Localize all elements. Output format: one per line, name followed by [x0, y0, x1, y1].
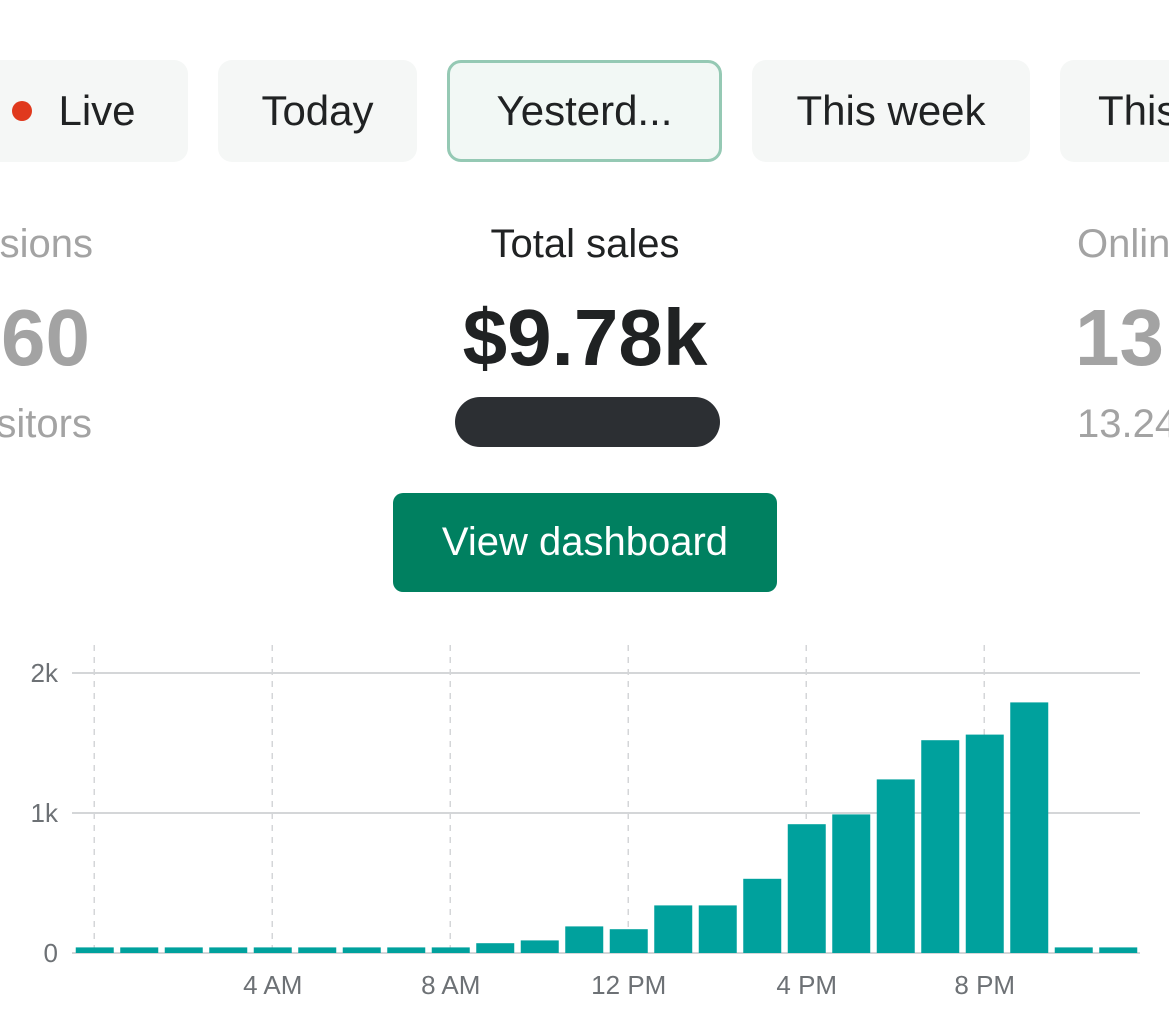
view-dashboard-button[interactable]: View dashboard	[393, 493, 777, 592]
redacted-comparison	[455, 397, 720, 447]
online-store-sub: 13.24	[1077, 402, 1169, 446]
bar-7-am	[387, 947, 426, 953]
tab-today-label: Today	[261, 87, 374, 134]
bar-2-am	[164, 947, 203, 953]
bar-2-pm	[698, 905, 737, 953]
visitors-label: sitors	[0, 402, 92, 446]
sales-chart: 0 1k 2k 4 AM 8 AM 12 PM 4 PM 8 PM	[0, 620, 1169, 1004]
sales-bar-chart: 0 1k 2k 4 AM 8 AM 12 PM 4 PM 8 PM	[31, 645, 1140, 1000]
sessions-value: 60	[1, 293, 90, 382]
bar-1-am	[120, 947, 159, 953]
x-tick-label: 8 AM	[421, 970, 480, 1000]
bar-11-am	[565, 926, 604, 953]
y-tick-label: 2k	[31, 658, 59, 688]
x-tick-label: 4 PM	[776, 970, 837, 1000]
y-tick-label: 0	[44, 938, 58, 968]
bar-5-pm	[832, 814, 871, 953]
tab-today[interactable]: Today	[218, 60, 417, 162]
bar-1-pm	[654, 905, 693, 953]
y-tick-label: 1k	[31, 798, 59, 828]
total-sales-card: Total sales $9.78k	[380, 0, 790, 460]
online-store-label: Onlin	[1077, 222, 1169, 266]
live-dot-icon	[12, 101, 33, 121]
x-tick-label: 8 PM	[954, 970, 1015, 1000]
bar-7-pm	[921, 740, 960, 953]
period-tabs: Live Today Yesterd... This week This	[0, 0, 1169, 170]
sessions-label: sions	[0, 222, 93, 266]
bar-8-am	[431, 947, 470, 953]
tab-live-label: Live	[58, 87, 136, 134]
bar-6-pm	[876, 779, 915, 953]
tab-yesterday-label: Yesterd...	[496, 87, 673, 134]
x-tick-label: 4 AM	[243, 970, 302, 1000]
bar-5-am	[298, 947, 337, 953]
bar-10-am	[520, 940, 559, 953]
tab-this-week-label: This week	[796, 87, 986, 134]
bar-12-pm	[609, 929, 648, 953]
bar-3-am	[209, 947, 248, 953]
bar-12-am	[75, 947, 114, 953]
tab-this-month[interactable]: This	[1060, 60, 1169, 162]
bar-10-pm	[1054, 947, 1093, 953]
tab-yesterday[interactable]: Yesterd...	[447, 60, 722, 162]
bar-4-pm	[787, 824, 826, 953]
bar-4-am	[253, 947, 292, 953]
bar-11-pm	[1099, 947, 1138, 953]
bar-9-pm	[1010, 702, 1049, 953]
bar-6-am	[342, 947, 381, 953]
tab-this-week[interactable]: This week	[752, 60, 1030, 162]
total-sales-value: $9.78k	[462, 293, 708, 382]
tab-live[interactable]: Live	[0, 60, 188, 162]
bar-8-pm	[965, 734, 1004, 953]
online-store-value: 13	[1075, 293, 1164, 382]
tab-this-month-label: This	[1098, 87, 1169, 134]
x-tick-label: 12 PM	[591, 970, 666, 1000]
bar-9-am	[476, 943, 515, 953]
total-sales-label: Total sales	[490, 222, 680, 266]
bar-3-pm	[743, 878, 782, 953]
